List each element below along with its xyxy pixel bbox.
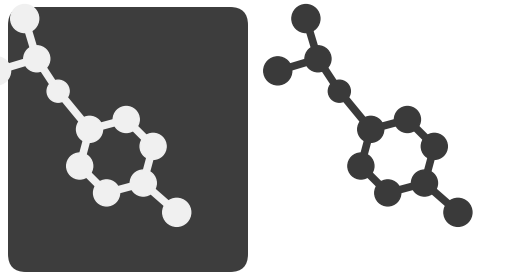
Circle shape <box>348 153 374 179</box>
Circle shape <box>24 46 50 72</box>
Circle shape <box>264 57 292 85</box>
Circle shape <box>0 57 10 85</box>
FancyBboxPatch shape <box>8 7 248 272</box>
Circle shape <box>444 198 472 226</box>
Circle shape <box>375 180 401 206</box>
Circle shape <box>140 133 166 159</box>
Circle shape <box>77 116 103 142</box>
Circle shape <box>292 4 320 32</box>
Circle shape <box>421 133 447 159</box>
Circle shape <box>47 80 69 102</box>
Circle shape <box>130 170 156 196</box>
Circle shape <box>358 116 384 142</box>
Circle shape <box>163 198 191 226</box>
Circle shape <box>305 46 331 72</box>
Circle shape <box>329 80 351 102</box>
Circle shape <box>113 106 139 132</box>
Circle shape <box>67 153 93 179</box>
Circle shape <box>10 4 39 32</box>
Circle shape <box>411 170 438 196</box>
Circle shape <box>94 180 119 206</box>
Circle shape <box>395 106 420 132</box>
